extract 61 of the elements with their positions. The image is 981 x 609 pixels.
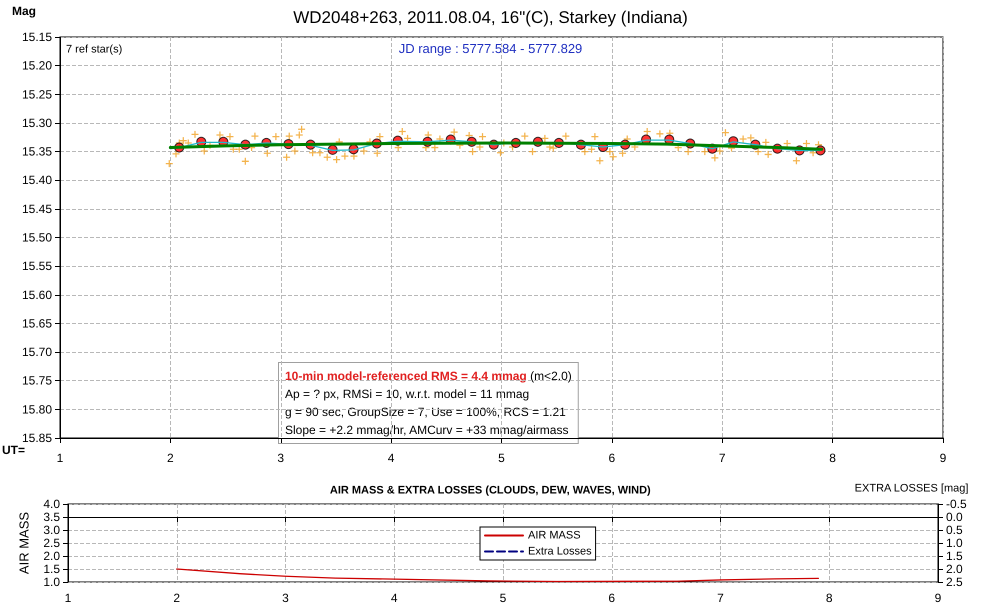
y2-tick-label: 2.0 [946, 562, 964, 576]
y-tick-label: 15.75 [22, 374, 52, 388]
y2-tick-label: 1.0 [946, 536, 964, 550]
x-tick-label: 7 [718, 451, 726, 465]
annotation: Ap = ? px, RMSi = 10, w.r.t. model = 11 mmag [285, 387, 530, 401]
annotation: (m<2.0) [526, 369, 572, 383]
y-tick-label: 15.15 [22, 30, 52, 44]
x-tick-label: 9 [934, 591, 942, 605]
y2-axis-title: EXTRA LOSSES [mag] [854, 482, 968, 494]
legend-label: Extra Losses [528, 546, 592, 558]
x-tick-label: 4 [388, 451, 395, 465]
y-tick-label: 1.5 [43, 562, 60, 576]
x-tick-label: 1 [64, 591, 72, 605]
y-tick-label: 2.5 [43, 536, 60, 550]
legend-label: AIR MASS [528, 530, 581, 542]
y-tick-label: 15.45 [22, 202, 52, 216]
y-tick-label: 15.60 [22, 288, 52, 302]
y-tick-label: 1.0 [43, 575, 60, 589]
y-tick-label: 3.0 [43, 523, 60, 537]
x-tick-label: 7 [717, 591, 724, 605]
annotation: JD range : 5777.584 - 5777.829 [398, 41, 582, 56]
y-tick-label: 4.0 [43, 497, 60, 511]
x-tick-label: 6 [608, 451, 616, 465]
y-axis-title: AIR MASS [16, 512, 32, 574]
y-tick-label: 15.85 [22, 431, 52, 445]
y-tick-label: 15.70 [22, 345, 52, 360]
y-axis-title: Mag [12, 4, 36, 18]
x-tick-label: 2 [173, 591, 180, 605]
x-tick-label: 5 [498, 451, 506, 465]
y-tick-label: 15.30 [22, 116, 52, 130]
y-tick-label: 15.65 [22, 316, 52, 330]
x-tick-label: 9 [940, 451, 947, 465]
x-tick-label: 4 [390, 591, 398, 605]
y2-tick-label: 1.5 [946, 549, 964, 563]
y-tick-label: 15.50 [22, 230, 52, 244]
x-tick-label: 8 [829, 451, 836, 465]
x-tick-label: 3 [277, 451, 284, 465]
x-tick-label: 5 [500, 591, 507, 605]
y2-tick-label: 2.5 [946, 575, 964, 589]
y2-tick-label: 0.0 [946, 510, 964, 524]
y-tick-label: 2.0 [43, 549, 60, 563]
x-tick-label: 8 [826, 591, 833, 605]
chart-title: AIR MASS & EXTRA LOSSES (CLOUDS, DEW, WAVES, WIND) [330, 484, 652, 496]
x-tick-label: 2 [167, 451, 174, 465]
x-tick-label: 1 [56, 451, 64, 465]
y-tick-label: 15.80 [22, 402, 52, 416]
y-tick-label: 3.5 [43, 510, 60, 524]
y-tick-label: 15.40 [22, 173, 52, 188]
annotation: Slope = +2.2 mmag/hr, AMCurv = +33 mmag/airmass [285, 423, 568, 437]
annotation: 7 ref star(s) [66, 44, 122, 56]
y-tick-label: 15.55 [22, 259, 52, 274]
annotation: 10-min model-referenced RMS = 4.4 mmag [285, 369, 527, 383]
y2-tick-label: -0.5 [946, 497, 968, 511]
x-tick-label: 3 [282, 591, 290, 605]
y-tick-label: 15.35 [22, 144, 52, 159]
chart-title: WD2048+263, 2011.08.04, 16"(C), Starkey (Indiana) [293, 8, 688, 27]
y-tick-label: 15.20 [22, 58, 52, 73]
x-axis-title: UT= [2, 443, 26, 457]
x-tick-label: 6 [608, 591, 616, 605]
y-tick-label: 15.25 [22, 87, 52, 102]
y2-tick-label: 0.5 [946, 523, 964, 537]
